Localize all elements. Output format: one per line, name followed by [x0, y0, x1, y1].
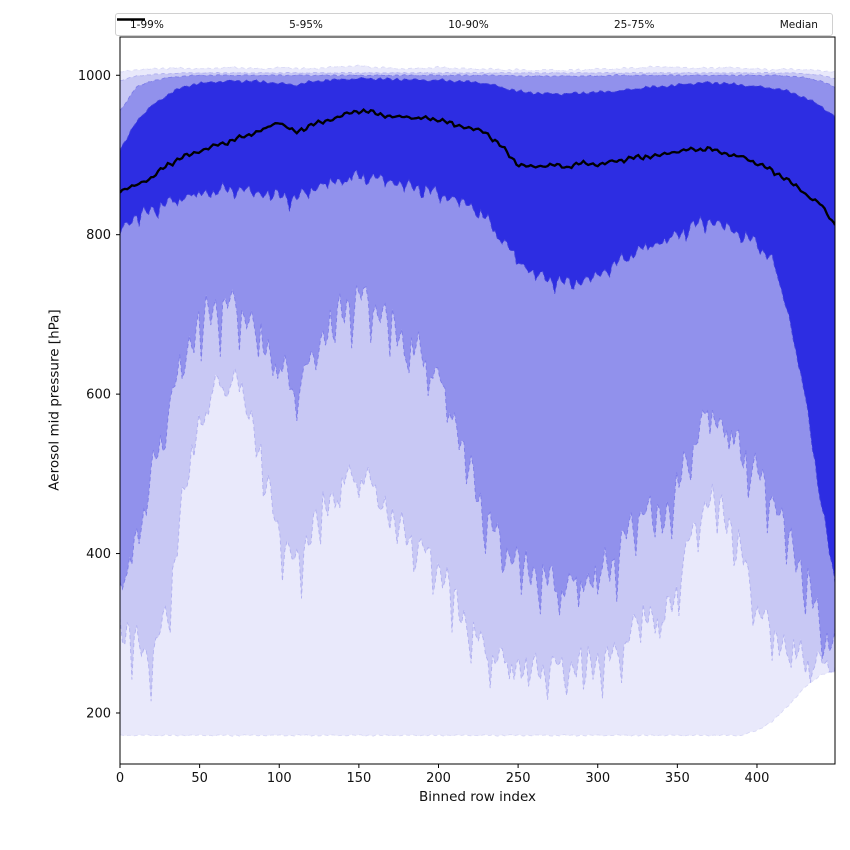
p90-edge-line: [120, 74, 835, 112]
x-tick-label: 0: [116, 771, 124, 786]
legend-label: 25-75%: [613, 18, 655, 31]
legend-line-sample-icon: [117, 18, 145, 21]
band-25-75%: [120, 77, 835, 584]
p10-edge-line: [120, 285, 835, 659]
legend-item-median[interactable]: Median: [117, 18, 818, 31]
x-axis-label: Binned row index: [418, 789, 537, 805]
legend-label: 1-99%: [130, 18, 164, 31]
p75-edge-line: [120, 76, 835, 152]
legend-label: Median: [779, 18, 818, 31]
legend-label: 5-95%: [289, 18, 323, 31]
median-line: [120, 108, 835, 226]
axes-frame: [119, 36, 836, 765]
y-tick-label: 600: [86, 388, 111, 403]
y-axis-label: Aerosol mid pressure [hPa]: [47, 309, 64, 491]
x-tick-label: 150: [346, 771, 371, 786]
y-tick-label: 1000: [78, 69, 111, 84]
p99-edge-line: [120, 64, 835, 73]
x-tick-label: 300: [585, 771, 610, 786]
legend-item-25-75-[interactable]: 25-75%: [117, 18, 655, 31]
x-tick-label: 100: [267, 771, 292, 786]
x-tick-label: 50: [191, 771, 208, 786]
y-axis-label-wrap: Aerosol mid pressure [hPa]: [0, 0, 110, 800]
x-tick-label: 400: [745, 771, 770, 786]
chart-legend: 1-99% 5-95% 10-90% 25-75% Median: [115, 13, 833, 36]
p95-edge-line: [120, 71, 835, 82]
x-tick-label: 350: [665, 771, 690, 786]
legend-item-5-95-[interactable]: 5-95%: [117, 18, 323, 31]
x-tick-label: 200: [426, 771, 451, 786]
y-tick-label: 800: [86, 228, 111, 243]
y-tick-label: 200: [86, 706, 111, 721]
p5-edge-line: [120, 367, 835, 702]
p1-edge-line: [120, 671, 835, 737]
plot-area: [120, 64, 835, 737]
legend-label: 10-90%: [448, 18, 489, 31]
legend-item-10-90-[interactable]: 10-90%: [117, 18, 489, 31]
x-tick-label: 250: [506, 771, 531, 786]
y-tick-label: 400: [86, 547, 111, 562]
